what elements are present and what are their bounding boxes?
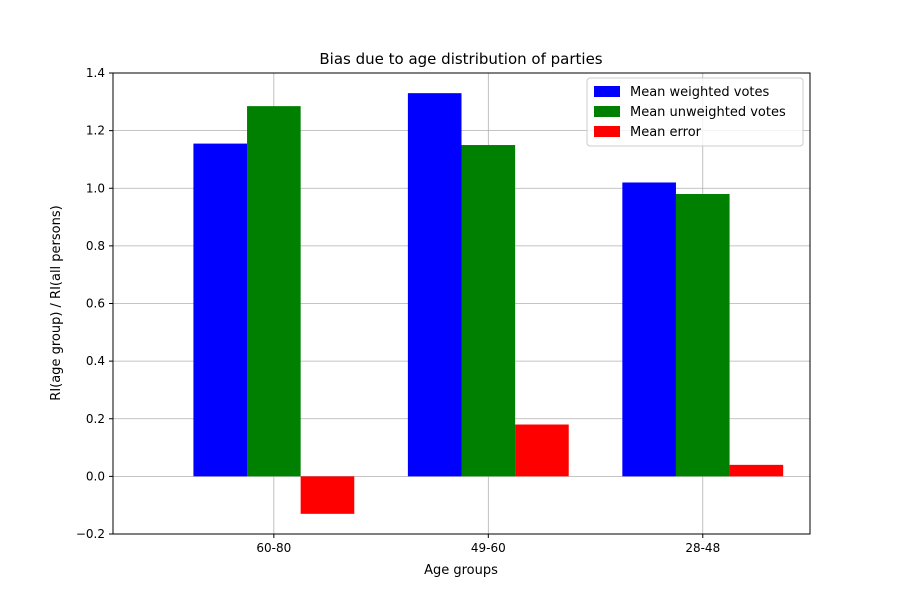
bar-mean-weighted-votes-28-48	[622, 182, 676, 477]
y-tick-label: −0.2	[76, 527, 105, 541]
y-tick-label: 0.4	[86, 354, 105, 368]
x-tick-label: 60-80	[256, 541, 291, 555]
legend-swatch	[594, 86, 620, 97]
x-tick-label: 28-48	[685, 541, 720, 555]
bar-mean-unweighted-votes-49-60	[461, 145, 516, 477]
y-tick-label: 0.0	[86, 469, 105, 483]
legend-box	[586, 77, 804, 147]
bar-mean-weighted-votes-60-80	[193, 143, 248, 477]
bar-mean-error-49-60	[515, 424, 569, 477]
y-tick-label: 1.2	[86, 124, 105, 138]
y-tick-label: 1.0	[86, 181, 105, 195]
legend-swatch	[594, 126, 620, 137]
y-axis-label: RI(age group) / RI(all persons)	[49, 205, 64, 400]
y-tick-label: 0.6	[86, 297, 105, 311]
chart-title: Bias due to age distribution of parties	[319, 50, 602, 68]
x-tick-label: 49-60	[471, 541, 506, 555]
bar-mean-unweighted-votes-28-48	[675, 194, 730, 477]
x-axis-label: Age groups	[424, 563, 498, 578]
legend-entry: Mean unweighted votes	[630, 105, 786, 120]
bar-mean-error-60-80	[300, 476, 355, 514]
bar-mean-weighted-votes-49-60	[407, 93, 462, 477]
y-tick-label: 1.4	[86, 66, 105, 80]
bars	[193, 93, 784, 514]
legend: Mean weighted votes Mean unweighted votes…	[586, 77, 804, 147]
legend-entry: Mean error	[630, 125, 702, 140]
y-axis: −0.2 0.0 0.2 0.4 0.6 0.8 1.0 1.2 1.4	[76, 66, 113, 541]
bar-mean-unweighted-votes-60-80	[247, 106, 301, 477]
legend-swatch	[594, 106, 620, 117]
legend-entry: Mean weighted votes	[630, 85, 770, 100]
bar-mean-error-28-48	[729, 464, 784, 477]
x-axis: 60-80 49-60 28-48	[256, 534, 720, 555]
y-tick-label: 0.2	[86, 412, 105, 426]
y-tick-label: 0.8	[86, 239, 105, 253]
